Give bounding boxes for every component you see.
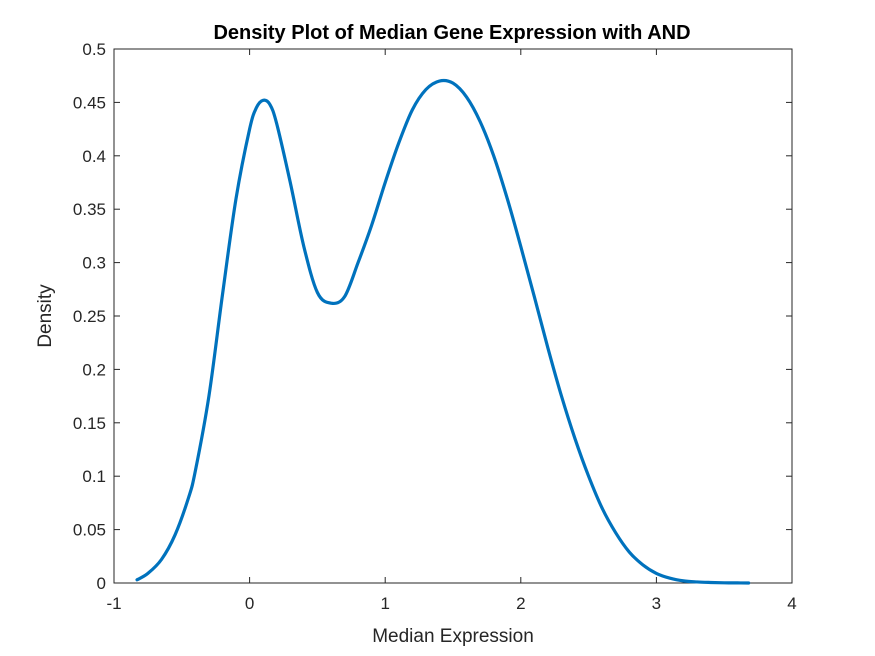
y-tick-label: 0.25	[73, 307, 106, 326]
y-tick-label: 0.2	[82, 360, 106, 379]
y-tick-label: 0.1	[82, 467, 106, 486]
density-curve	[135, 78, 751, 585]
x-tick-label: -1	[106, 594, 121, 613]
series-layer	[135, 78, 751, 585]
y-axis: 0 0.05 0.1 0.15 0.2 0.25 0.3 0.35 0.4 0.45 0.5	[73, 40, 792, 593]
y-tick-label: 0.4	[82, 147, 106, 166]
x-tick-label: 2	[516, 594, 525, 613]
x-tick-label: 3	[652, 594, 661, 613]
plot-area: -1 0 1 2 3 4 00.050.10.150.20.250.30.350.40.4…	[73, 40, 797, 613]
y-tick-label: 0.5	[82, 40, 106, 59]
axes-box	[113, 48, 793, 584]
y-tick-label: 0.15	[73, 414, 106, 433]
y-tick-label: 0.35	[73, 200, 106, 219]
y-axis-label: Density	[35, 284, 56, 348]
x-tick-label: 4	[787, 594, 796, 613]
y-tick-label: 0.3	[82, 254, 106, 273]
x-axis: -1 0 1 2 3 4	[106, 49, 797, 613]
chart-title: Density Plot of Median Gene Expression w…	[213, 22, 690, 44]
x-tick-label: 0	[245, 594, 254, 613]
y-tick-label: 0.45	[73, 93, 106, 112]
x-tick-label: 1	[380, 594, 389, 613]
y-tick-label: 0.05	[73, 521, 106, 540]
y-tick-label: 0	[97, 574, 106, 593]
x-axis-label: Median Expression	[372, 626, 534, 647]
